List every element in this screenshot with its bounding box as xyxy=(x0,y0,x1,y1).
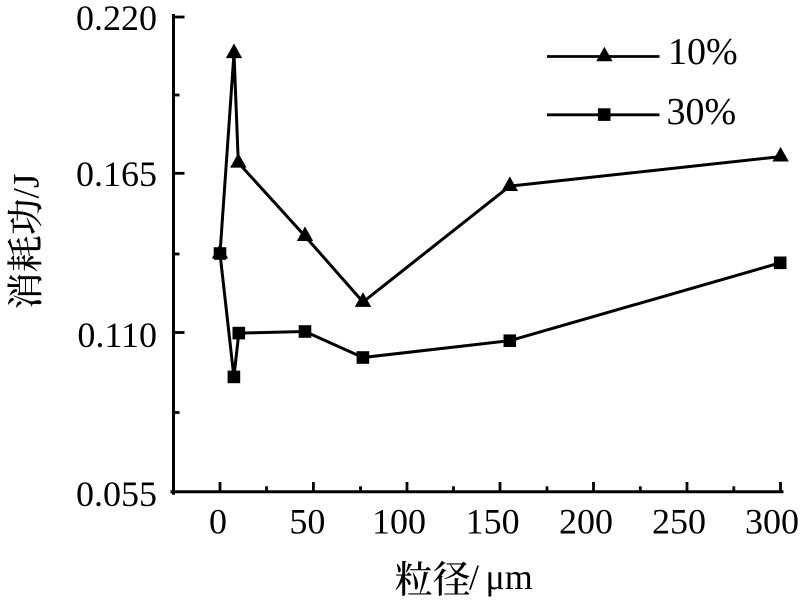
svg-text:/J: /J xyxy=(7,174,48,199)
svg-text:0.055: 0.055 xyxy=(76,474,157,514)
svg-text:0: 0 xyxy=(209,502,227,542)
svg-text:μm: μm xyxy=(486,557,533,597)
svg-text:100: 100 xyxy=(372,502,426,542)
svg-text:0.110: 0.110 xyxy=(77,315,157,355)
svg-text:150: 150 xyxy=(466,502,520,542)
svg-text:300: 300 xyxy=(745,502,799,542)
svg-text:0.220: 0.220 xyxy=(76,0,157,38)
svg-text:/: / xyxy=(469,557,479,597)
svg-text:250: 250 xyxy=(652,502,706,542)
svg-text:200: 200 xyxy=(559,502,613,542)
svg-text:50: 50 xyxy=(289,502,325,542)
svg-text:0.165: 0.165 xyxy=(76,154,157,194)
svg-text:10%: 10% xyxy=(668,31,738,73)
svg-text:30%: 30% xyxy=(667,91,737,133)
